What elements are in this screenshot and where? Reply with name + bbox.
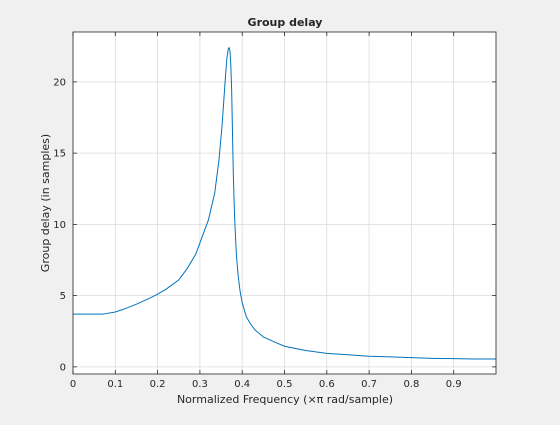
x-tick-label: 0 bbox=[70, 379, 76, 390]
x-tick-label: 0.3 bbox=[192, 379, 208, 390]
x-tick-label: 0.7 bbox=[361, 379, 377, 390]
x-tick-label: 0.1 bbox=[107, 379, 123, 390]
y-tick-label: 5 bbox=[60, 291, 66, 302]
y-tick-label: 20 bbox=[53, 77, 66, 88]
x-tick-label: 0.9 bbox=[446, 379, 462, 390]
y-tick-label: 15 bbox=[53, 149, 66, 160]
x-tick-label: 0.4 bbox=[234, 379, 250, 390]
x-axis-label: Normalized Frequency (×π rad/sample) bbox=[177, 393, 393, 406]
grid-lines bbox=[72, 32, 496, 374]
tick-marks: 0 0.1 0.2 0.3 0.4 0.5 0.6 0.7 0.8 0.9 0 5 10 15 20 bbox=[53, 32, 496, 390]
y-tick-label: 10 bbox=[53, 220, 66, 231]
y-tick-label: 0 bbox=[60, 362, 66, 373]
y-axis-label: Group delay (in samples) bbox=[39, 134, 52, 272]
x-tick-label: 0.6 bbox=[319, 379, 335, 390]
series-line bbox=[73, 46, 496, 360]
x-tick-label: 0.8 bbox=[403, 379, 419, 390]
x-tick-label: 0.5 bbox=[277, 379, 293, 390]
chart-title: Group delay bbox=[248, 16, 323, 29]
x-tick-label: 0.2 bbox=[150, 379, 166, 390]
